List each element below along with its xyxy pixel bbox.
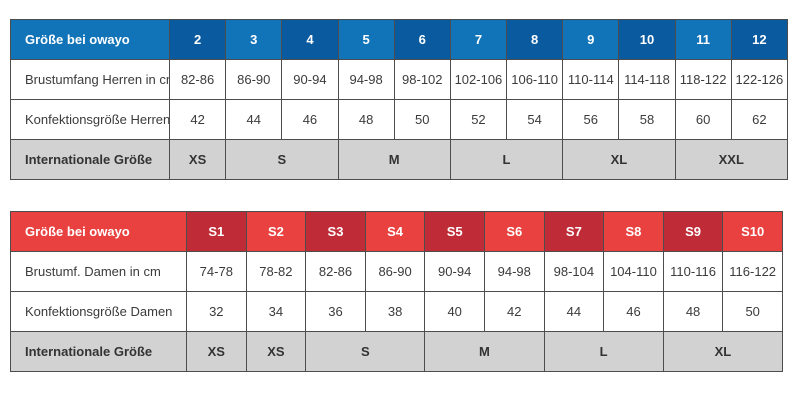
intl-size-cell: XS: [245, 331, 307, 372]
value-cell: 90-94: [424, 251, 485, 292]
size-header-cell: S1: [186, 211, 247, 252]
size-header-cell: 4: [281, 19, 339, 60]
value-cell: 114-118: [618, 59, 676, 100]
data-row: Brustumf. Damen in cm 74-78 78-82 82-86 86-9…: [10, 251, 783, 292]
intl-label-cell: Internationale Größe: [10, 139, 170, 180]
value-cell: 82-86: [305, 251, 366, 292]
table-title-cell: Größe bei owayo: [10, 211, 187, 252]
intl-size-cell: L: [449, 139, 564, 180]
intl-size-cell: XXL: [674, 139, 789, 180]
value-cell: 116-122: [722, 251, 783, 292]
intl-size-cell: M: [424, 331, 545, 372]
size-header-cell: S8: [603, 211, 664, 252]
intl-size-cell: XS: [168, 139, 227, 180]
size-header-cell: 11: [674, 19, 732, 60]
value-cell: 110-114: [562, 59, 620, 100]
size-header-cell: S10: [722, 211, 783, 252]
value-cell: 82-86: [168, 59, 227, 100]
value-cell: 46: [603, 291, 664, 332]
intl-size-cell: XS: [186, 331, 247, 372]
size-header-cell: S6: [483, 211, 545, 252]
value-cell: 56: [562, 99, 620, 140]
size-header-cell: S5: [424, 211, 485, 252]
value-cell: 40: [424, 291, 485, 332]
size-header-cell: S2: [245, 211, 307, 252]
value-cell: 62: [730, 99, 789, 140]
value-cell: 86-90: [225, 59, 283, 100]
size-header-cell: 8: [506, 19, 564, 60]
size-header-cell: S3: [305, 211, 366, 252]
value-cell: 44: [225, 99, 283, 140]
value-cell: 42: [483, 291, 545, 332]
value-cell: 86-90: [364, 251, 426, 292]
size-header-cell: 7: [449, 19, 508, 60]
value-cell: 36: [305, 291, 366, 332]
value-cell: 90-94: [281, 59, 339, 100]
value-cell: 50: [722, 291, 783, 332]
size-header-cell: S7: [543, 211, 605, 252]
size-header-cell: 5: [337, 19, 395, 60]
value-cell: 34: [245, 291, 307, 332]
size-header-cell: 9: [562, 19, 620, 60]
intl-size-cell: S: [225, 139, 339, 180]
value-cell: 106-110: [506, 59, 564, 100]
value-cell: 102-106: [449, 59, 508, 100]
table-title-cell: Größe bei owayo: [10, 19, 170, 60]
value-cell: 48: [662, 291, 724, 332]
header-row: Größe bei owayo S1 S2 S3 S4 S5 S6 S7 S8 S9 S10: [10, 211, 783, 252]
data-row: Konfektionsgröße Herren 42 44 46 48 50 52 54 56 5…: [10, 99, 789, 140]
intl-row: Internationale Größe XS S M L XL XXL: [10, 139, 789, 180]
header-row: Größe bei owayo 2 3 4 5 6 7 8 9 10 11 12: [10, 19, 789, 60]
value-cell: 94-98: [337, 59, 395, 100]
value-cell: 46: [281, 99, 339, 140]
size-header-cell: 3: [225, 19, 283, 60]
value-cell: 52: [449, 99, 508, 140]
intl-size-cell: S: [305, 331, 426, 372]
row-label-cell: Brustumfang Herren in cm: [10, 59, 170, 100]
row-label-cell: Brustumf. Damen in cm: [10, 251, 187, 292]
value-cell: 58: [618, 99, 676, 140]
value-cell: 38: [364, 291, 426, 332]
value-cell: 44: [543, 291, 605, 332]
value-cell: 104-110: [603, 251, 664, 292]
intl-label-cell: Internationale Größe: [10, 331, 187, 372]
value-cell: 122-126: [730, 59, 789, 100]
intl-size-cell: M: [337, 139, 451, 180]
value-cell: 78-82: [245, 251, 307, 292]
value-cell: 42: [168, 99, 227, 140]
intl-row: Internationale Größe XS XS S M L XL: [10, 331, 784, 372]
value-cell: 98-104: [543, 251, 605, 292]
value-cell: 94-98: [483, 251, 545, 292]
value-cell: 110-116: [662, 251, 724, 292]
size-header-cell: 10: [618, 19, 676, 60]
data-row: Brustumfang Herren in cm 82-86 86-90 90-94 9…: [10, 59, 789, 100]
value-cell: 98-102: [393, 59, 451, 100]
value-cell: 32: [186, 291, 247, 332]
size-header-cell: 12: [730, 19, 789, 60]
size-header-cell: S9: [662, 211, 724, 252]
value-cell: 50: [393, 99, 451, 140]
row-label-cell: Konfektionsgröße Damen: [10, 291, 187, 332]
size-header-cell: 2: [168, 19, 227, 60]
size-header-cell: 6: [393, 19, 451, 60]
value-cell: 118-122: [674, 59, 732, 100]
row-label-cell: Konfektionsgröße Herren: [10, 99, 170, 140]
damen-sizes-table: Größe bei owayo S1 S2 S3 S4 S5 S6 S7 S8 S9 S10 Brus…: [10, 211, 784, 372]
size-header-cell: S4: [364, 211, 426, 252]
herren-sizes-table: Größe bei owayo 2 3 4 5 6 7 8 9 10 11 12 Brustumfang…: [10, 19, 789, 180]
value-cell: 60: [674, 99, 732, 140]
intl-size-cell: XL: [562, 139, 676, 180]
value-cell: 74-78: [186, 251, 247, 292]
intl-size-cell: XL: [662, 331, 784, 372]
value-cell: 54: [506, 99, 564, 140]
value-cell: 48: [337, 99, 395, 140]
intl-size-cell: L: [543, 331, 664, 372]
data-row: Konfektionsgröße Damen 32 34 36 38 40 42 44 46 48…: [10, 291, 783, 332]
size-tables-section: Größe bei owayo 2 3 4 5 6 7 8 9 10 11 12 Brustumfang…: [10, 19, 789, 372]
